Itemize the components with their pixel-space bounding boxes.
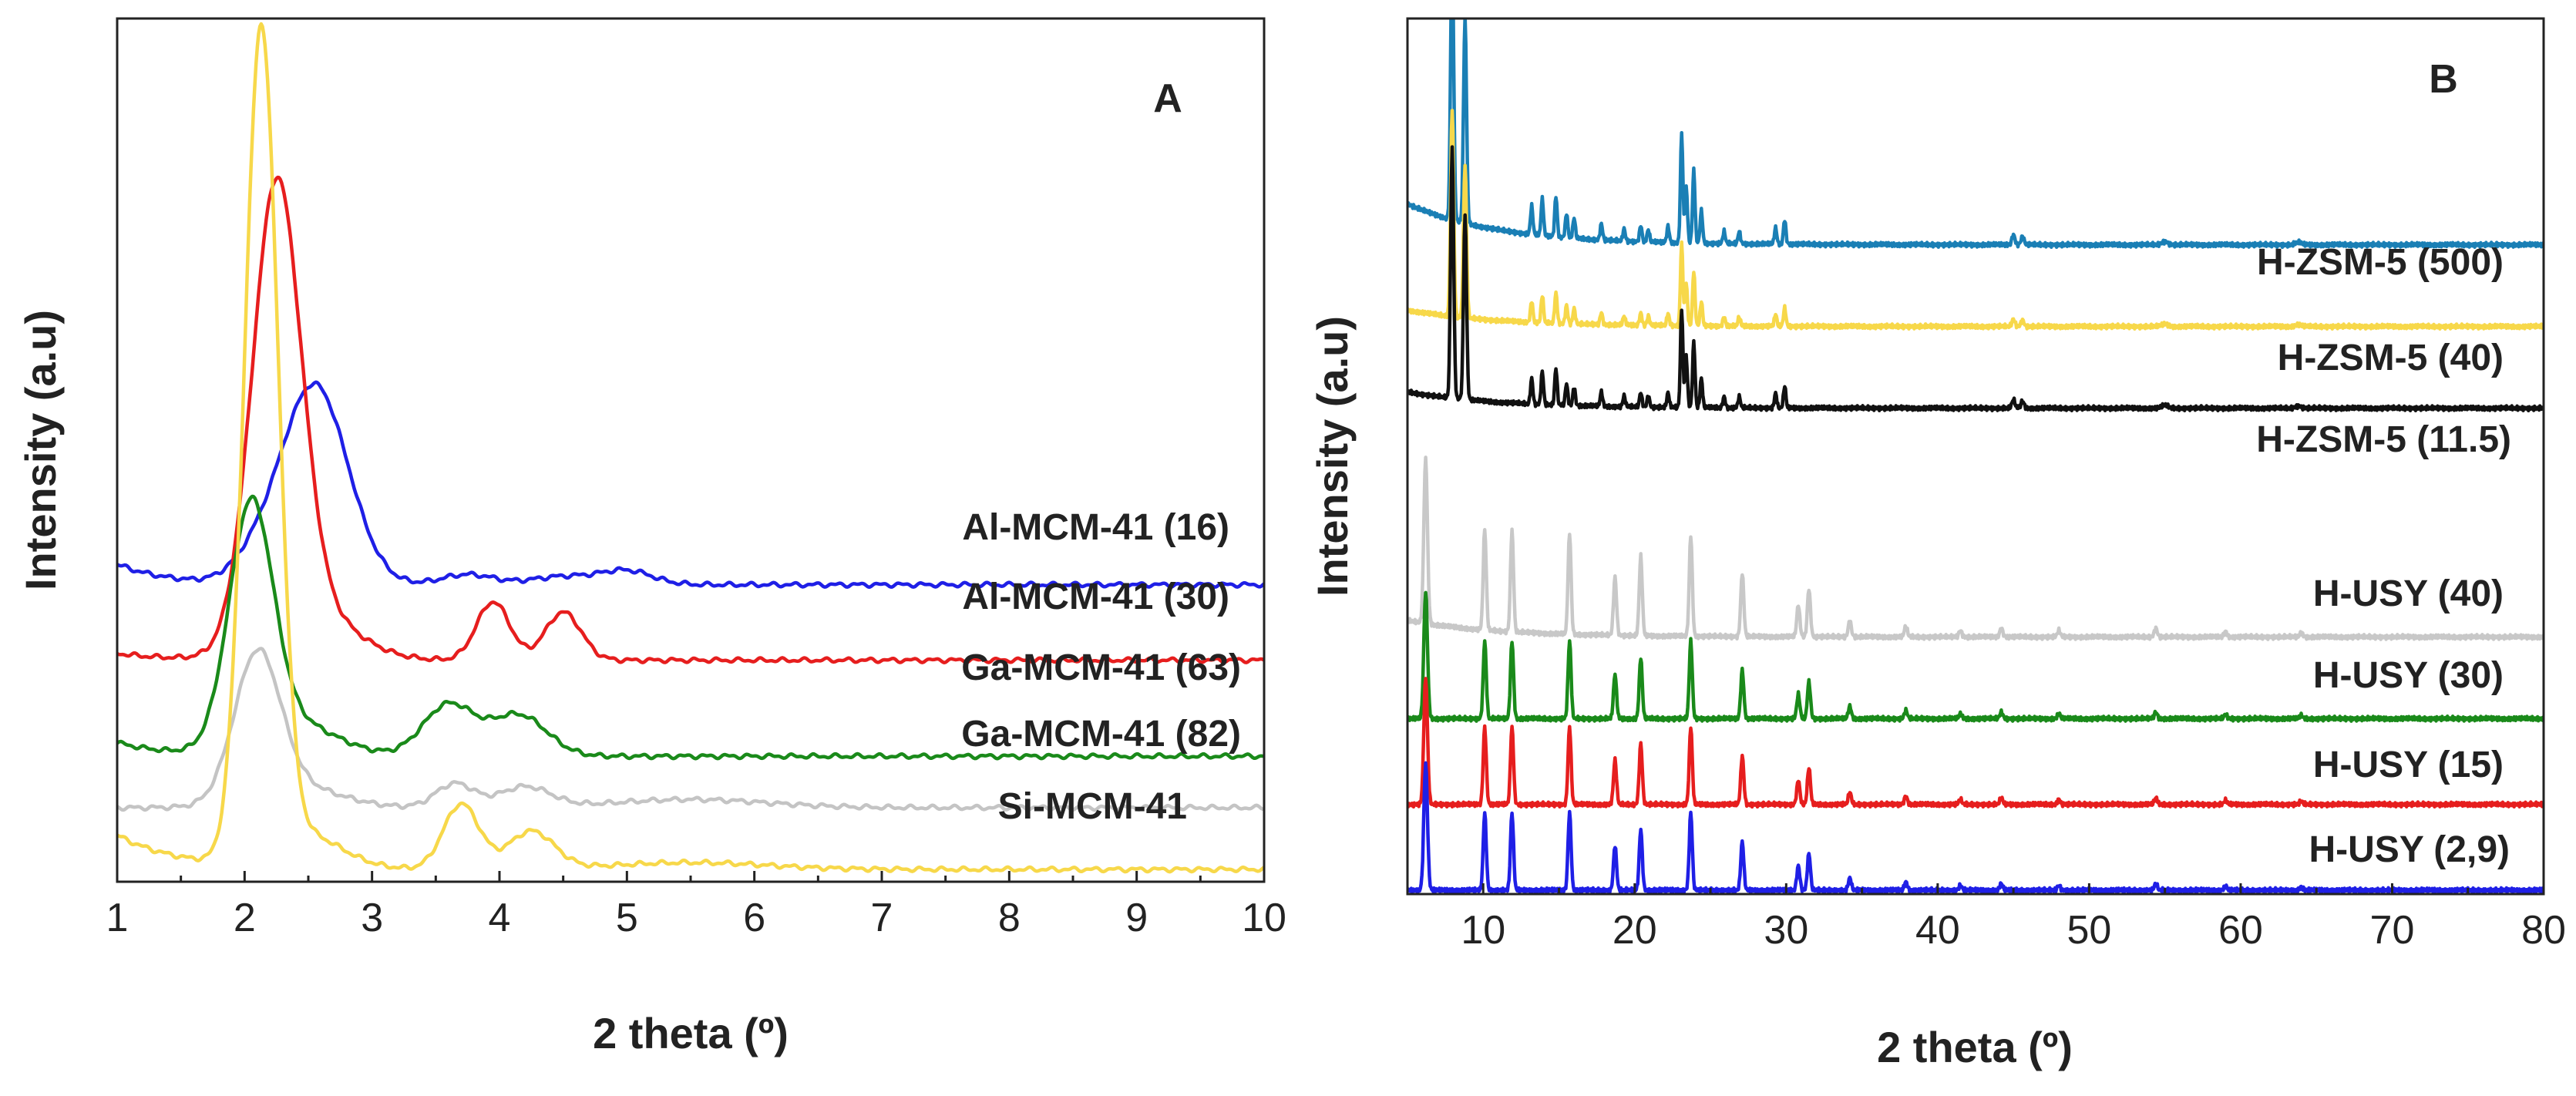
- series-line-h-usy-40: [1407, 456, 2544, 641]
- panel-a-letter: A: [1153, 76, 1182, 121]
- series-line-al-mcm-41-16: [117, 380, 1264, 590]
- series-label-h-zsm-5-500: H-ZSM-5 (500): [2257, 242, 2504, 283]
- panel-a-x-axis-title: 2 theta (º): [593, 1009, 789, 1057]
- x-tick-label: 80: [2521, 908, 2566, 953]
- series-label-al-mcm-41-30: Al-MCM-41 (30): [962, 577, 1229, 617]
- x-tick-label: 20: [1613, 908, 1657, 953]
- x-tick-label: 8: [998, 896, 1021, 940]
- x-tick-label: 1: [106, 896, 129, 940]
- series-label-h-usy-2-9: H-USY (2,9): [2309, 829, 2510, 870]
- series-label-al-mcm-41-16: Al-MCM-41 (16): [962, 507, 1229, 548]
- panel-a: 1 2 3 4 5 6 7 8 9 10 Al-MCM-41 (16) Al-MCM-41 (30)…: [16, 17, 1286, 1057]
- series-line-h-zsm-5-11-5: [1407, 145, 2544, 413]
- series-label-ga-mcm-41-63: Ga-MCM-41 (63): [961, 647, 1241, 688]
- x-tick-label: 30: [1764, 908, 1808, 953]
- x-tick-label: 4: [489, 896, 511, 940]
- panel-b: 10 20 30 40 50 60 70 80 H-ZSM-5 (500) H-ZSM-5 (4…: [1308, 17, 2566, 1071]
- series-line-al-mcm-41-30: [117, 175, 1264, 664]
- x-tick-label: 5: [616, 896, 638, 940]
- series-label-h-zsm-5-40: H-ZSM-5 (40): [2278, 338, 2504, 378]
- x-tick-label: 10: [1242, 896, 1286, 940]
- x-tick-label: 40: [1915, 908, 1960, 953]
- series-label-si-mcm-41: Si-MCM-41: [998, 786, 1187, 827]
- x-tick-label: 3: [361, 896, 383, 940]
- series-line-h-zsm-5-500: [1407, 18, 2544, 250]
- panel-a-x-ticks: 1 2 3 4 5 6 7 8 9 10: [106, 871, 1286, 940]
- x-tick-label: 50: [2067, 908, 2111, 953]
- x-tick-label: 60: [2218, 908, 2263, 953]
- series-label-h-usy-30: H-USY (30): [2313, 655, 2504, 696]
- series-label-h-usy-15: H-USY (15): [2313, 745, 2504, 785]
- series-label-h-usy-40: H-USY (40): [2313, 573, 2504, 614]
- panel-b-letter: B: [2429, 57, 2458, 102]
- series-line-ga-mcm-41-82: [117, 647, 1264, 812]
- panel-b-y-axis-title: Intensity (a.u): [1308, 316, 1357, 597]
- series-line-si-mcm-41: [117, 22, 1264, 874]
- x-tick-label: 9: [1125, 896, 1148, 940]
- panel-b-series-labels: H-ZSM-5 (500) H-ZSM-5 (40) H-ZSM-5 (11.5) H…: [2256, 242, 2511, 870]
- panel-b-traces: [1407, 18, 2544, 894]
- series-line-h-usy-30: [1407, 590, 2544, 723]
- x-tick-label: 10: [1461, 908, 1505, 953]
- panel-b-x-ticks: 10 20 30 40 50 60 70 80: [1461, 883, 2566, 953]
- series-label-ga-mcm-41-82: Ga-MCM-41 (82): [961, 714, 1241, 755]
- panel-a-series-labels: Al-MCM-41 (16) Al-MCM-41 (30) Ga-MCM-41 (6…: [961, 507, 1241, 827]
- panel-b-frame: [1406, 17, 2545, 896]
- panel-b-x-axis-title: 2 theta (º): [1877, 1023, 2073, 1071]
- series-line-ga-mcm-41-63: [117, 494, 1264, 761]
- series-label-h-zsm-5-11-5: H-ZSM-5 (11.5): [2256, 419, 2511, 460]
- series-line-h-usy-15: [1407, 677, 2544, 809]
- panel-a-traces: [117, 22, 1264, 874]
- panel-a-y-axis-title: Intensity (a.u): [16, 310, 65, 590]
- x-tick-label: 7: [871, 896, 893, 940]
- x-tick-label: 70: [2370, 908, 2415, 953]
- x-tick-label: 6: [743, 896, 765, 940]
- x-tick-label: 2: [234, 896, 256, 940]
- series-line-h-zsm-5-40: [1407, 109, 2544, 331]
- series-line-h-usy-2-9: [1407, 761, 2544, 894]
